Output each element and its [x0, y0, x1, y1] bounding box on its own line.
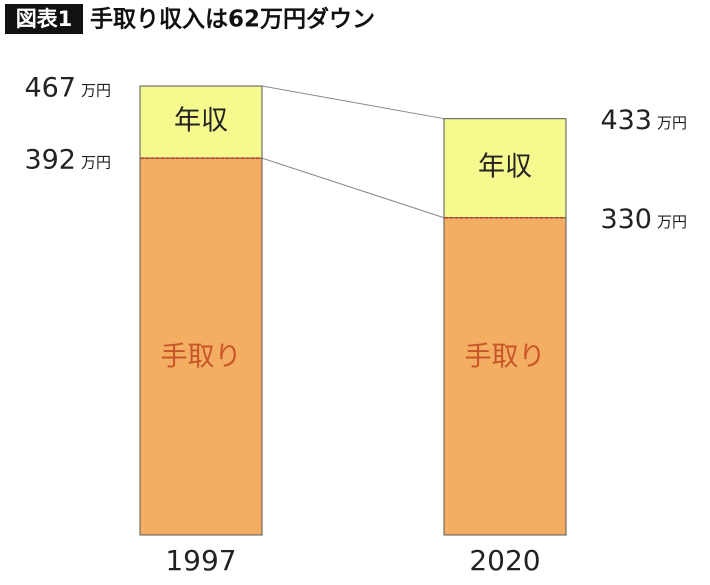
value-label: 392: [24, 145, 76, 176]
segment-label: 手取り: [161, 342, 242, 373]
chart-title: 手取り収入は62万円ダウン: [90, 6, 375, 33]
value-label: 330: [600, 204, 652, 235]
x-tick-label: 1997: [165, 544, 236, 577]
unit-label: 万円: [81, 82, 111, 100]
value-label: 467: [24, 73, 76, 104]
x-tick-label: 2020: [469, 544, 540, 577]
segment-label: 年収: [478, 152, 532, 183]
connector: [261, 85, 445, 120]
segment-label: 年収: [174, 106, 228, 137]
unit-label: 万円: [657, 213, 687, 231]
bar: [443, 217, 567, 536]
value-label: 433: [600, 105, 652, 136]
unit-label: 万円: [657, 114, 687, 132]
badge-box: [5, 4, 83, 34]
unit-label: 万円: [81, 154, 111, 172]
connector: [261, 157, 445, 219]
segment-label: 手取り: [465, 342, 546, 373]
badge: 図表1: [16, 7, 73, 31]
